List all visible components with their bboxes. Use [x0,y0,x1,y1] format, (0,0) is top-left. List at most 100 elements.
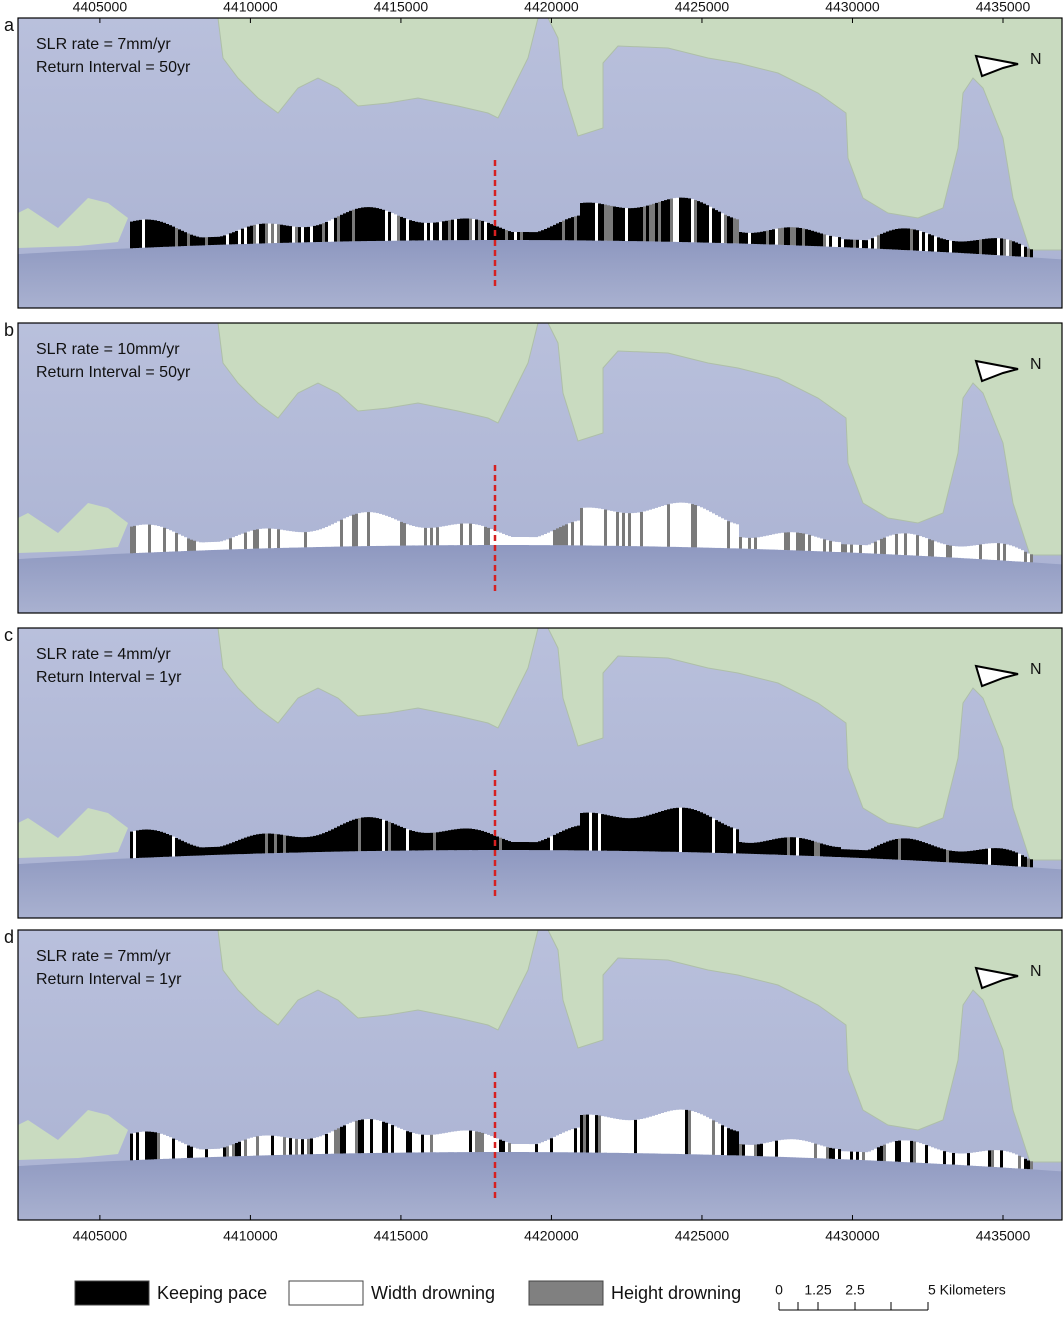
barrier-segment [925,1145,928,1164]
barrier-segment [355,208,358,242]
barrier-segment [700,202,703,243]
barrier-segment [718,1123,721,1155]
barrier-segment [310,836,313,853]
barrier-segment [883,537,886,555]
panel-label: d [4,927,14,947]
barrier-segment [679,502,682,547]
barrier-segment [964,1153,967,1166]
barrier-segment [742,1144,745,1156]
barrier-segment [538,536,541,546]
barrier-segment [922,1144,925,1163]
barrier-segment [727,826,730,854]
barrier-segment [898,838,901,860]
barrier-segment [259,223,262,244]
barrier-segment [289,1138,292,1155]
barrier-segment [640,207,643,242]
barrier-segment [463,828,466,851]
barrier-segment [343,213,346,242]
scale-label: 1.25 [804,1282,831,1298]
barrier-segment [697,506,700,548]
barrier-segment [523,842,526,850]
barrier-segment [238,839,241,855]
barrier-segment [487,832,490,850]
scenario-text: Return Interval = 50yr [36,59,191,76]
barrier-segment [178,229,181,247]
barrier-segment [505,840,508,850]
barrier-segment [808,229,811,246]
barrier-segment [997,543,1000,561]
barrier-segment [715,210,718,243]
north-arrow [974,966,1019,990]
barrier-segment [250,1137,253,1156]
barrier-segment [982,544,985,560]
barrier-segment [526,232,529,240]
barrier-segment [253,529,256,549]
barrier-segment [724,214,727,244]
barrier-segment [265,1135,268,1156]
barrier-segment [178,1141,181,1159]
barrier-segment [139,1131,142,1160]
barrier-segment [325,832,328,852]
scenario-text: Return Interval = 50yr [36,364,191,381]
barrier-segment [910,228,913,251]
barrier-segment [331,829,334,852]
barrier-segment [835,541,838,552]
barrier-segment [931,845,934,862]
barrier-segment [460,218,463,241]
barrier-segment [400,521,403,546]
barrier-segment [241,1140,244,1157]
barrier-segment [460,828,463,851]
barrier-segment [346,517,349,547]
barrier-segment [850,1151,853,1160]
barrier-segment [148,829,151,858]
barrier-segment [625,1120,628,1153]
barrier-segment [577,520,580,546]
barrier-segment [490,834,493,850]
barrier-segment [769,535,772,550]
barrier-segment [535,537,538,546]
barrier-segment [514,232,517,240]
barrier-segment [199,847,202,856]
barrier-segment [811,230,814,246]
barrier-segment [895,839,898,860]
barrier-segment [733,523,736,549]
barrier-segment [553,1136,556,1153]
barrier-segment [661,506,664,547]
barrier-segment [979,849,982,865]
barrier-segment [433,1134,436,1153]
barrier-segment [844,239,847,248]
barrier-segment [481,830,484,850]
barrier-segment [280,1136,283,1155]
ocean [18,240,1062,308]
barrier-segment [145,524,148,553]
barrier-segment [664,200,667,242]
barrier-segment [352,819,355,852]
barrier-segment [499,532,502,545]
barrier-segment [157,831,160,858]
barrier-segment [952,546,955,558]
barrier-segment [487,527,490,545]
barrier-segment [559,832,562,851]
scenario-text: SLR rate = 4mm/yr [36,646,171,663]
barrier-segment [655,812,658,852]
barrier-segment [364,1119,367,1154]
barrier-segment [232,537,235,550]
barrier-segment [754,232,757,244]
barrier-segment [943,239,946,253]
barrier-segment [1015,852,1018,867]
barrier-segment [1006,239,1009,256]
barrier-segment [334,827,337,852]
panel-frame [17,17,1063,309]
barrier-segment [397,520,400,546]
barrier-segment [790,837,793,856]
barrier-segment [817,842,820,857]
western-land [18,198,128,248]
panel-frame [17,929,1063,1221]
barrier-segment [445,1132,448,1153]
barrier-segment [673,503,676,547]
barrier-segment [736,829,739,854]
barrier-segment [772,534,775,550]
barrier-segment [322,833,325,852]
ocean [18,850,1062,918]
x-tick-label-bottom: 4435000 [976,1228,1031,1244]
